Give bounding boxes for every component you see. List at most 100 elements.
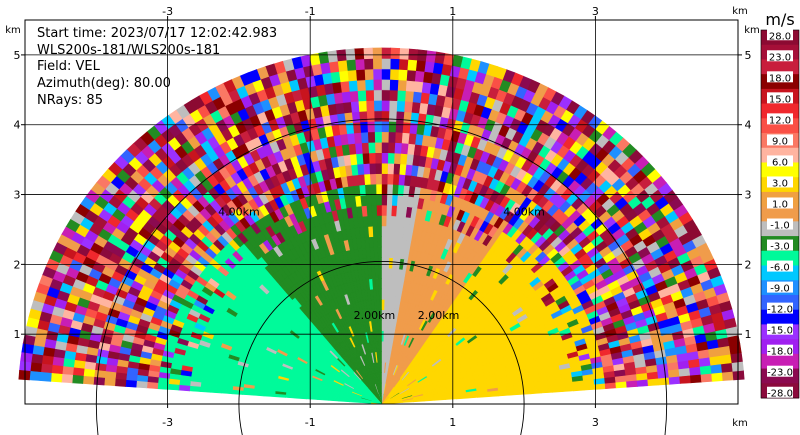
range-gate: [39, 371, 52, 382]
range-gate: [368, 152, 376, 164]
range-gate: [721, 370, 734, 381]
range-gate: [30, 353, 44, 365]
range-gate: [389, 225, 396, 238]
range-gate: [381, 194, 388, 206]
range-gate: [381, 99, 390, 112]
range-gate: [393, 152, 402, 165]
range-gate: [400, 142, 409, 155]
x-tick-label-bottom: -1: [305, 416, 316, 429]
range-gate: [381, 288, 385, 300]
range-gate: [689, 373, 702, 384]
range-gate: [383, 288, 388, 300]
y-tick-label-right: 2: [745, 258, 752, 271]
colorbar-label: -18.0: [767, 347, 793, 358]
range-ring-label: 2.00km: [418, 309, 460, 322]
range-gate: [401, 121, 411, 134]
colorbar-label: 15.0: [769, 94, 791, 105]
range-gate: [392, 163, 401, 175]
range-gate: [365, 89, 375, 102]
range-gate: [699, 364, 712, 375]
y-tick-label-right: 1: [745, 328, 752, 341]
range-gate: [370, 204, 378, 217]
range-gate: [178, 384, 191, 392]
velocity-field: [18, 47, 745, 405]
range-gate: [392, 173, 400, 186]
azimuth-text: Azimuth(deg): 80.00: [37, 76, 171, 91]
range-gate: [385, 225, 391, 237]
range-gate: [386, 183, 394, 196]
start-time-text: Start time: 2023/07/17 12:02:42.983: [37, 26, 278, 41]
range-gate: [346, 69, 357, 82]
range-gate: [700, 372, 713, 383]
y-tick-label-left: 4: [14, 119, 21, 132]
range-gate: [391, 183, 399, 196]
range-gate: [356, 79, 366, 92]
range-gate: [390, 215, 397, 227]
range-gate: [384, 267, 389, 279]
range-gate: [396, 100, 406, 112]
range-gate: [242, 390, 255, 396]
colorbar-label: -28.0: [767, 389, 793, 400]
x-tick-label-top: -3: [162, 5, 173, 18]
range-gate: [720, 362, 734, 373]
range-gate: [411, 101, 421, 114]
range-gate: [375, 183, 382, 195]
range-gate: [381, 120, 390, 133]
range-gate: [374, 152, 382, 164]
range-gate: [381, 47, 391, 59]
range-gate: [373, 110, 382, 122]
range-gate: [401, 132, 410, 144]
y-tick-label-left: 3: [14, 189, 21, 202]
range-gate: [397, 173, 406, 186]
range-gate: [389, 68, 399, 81]
range-gate: [386, 194, 393, 206]
range-gate: [419, 91, 430, 105]
colorbar-label: -23.0: [767, 368, 793, 379]
range-gate: [83, 368, 96, 378]
y-tick-label-right: 5: [745, 49, 752, 62]
x-unit-top: km: [732, 6, 748, 17]
range-gate: [402, 111, 412, 124]
range-gate: [355, 68, 366, 81]
range-gate: [386, 173, 394, 185]
range-gate: [372, 78, 382, 91]
range-gate: [93, 369, 106, 379]
range-gate: [348, 79, 358, 92]
y-tick-label-left: 2: [14, 258, 21, 271]
range-gate: [372, 47, 382, 59]
range-gate: [50, 372, 63, 383]
range-gate: [345, 59, 357, 71]
x-tick-label-top: 1: [449, 5, 456, 18]
range-gate: [376, 215, 382, 227]
range-gate: [354, 58, 365, 71]
range-gate: [389, 47, 401, 60]
range-gate: [391, 194, 398, 206]
range-gate: [403, 100, 413, 113]
range-gate: [381, 110, 390, 122]
range-gate: [103, 377, 116, 387]
range-gate: [369, 183, 377, 196]
range-gate: [388, 110, 397, 122]
range-gate: [61, 373, 74, 384]
range-gate: [657, 376, 670, 386]
range-gate: [375, 194, 382, 206]
range-gate: [20, 352, 33, 364]
range-gate: [381, 183, 388, 195]
x-tick-label-bottom: 1: [449, 416, 456, 429]
range-gate: [125, 379, 137, 388]
range-gate: [362, 163, 371, 175]
range-gate: [357, 89, 367, 102]
range-gate: [414, 70, 425, 83]
range-gate: [73, 359, 86, 370]
range-gate: [157, 382, 169, 390]
field-text: Field: VEL: [37, 59, 100, 74]
range-gate: [231, 389, 244, 395]
range-gate: [82, 375, 95, 385]
colorbar-label: -15.0: [767, 326, 793, 337]
x-tick-label-top: -1: [305, 5, 316, 18]
range-gate: [385, 204, 393, 217]
range-gate: [357, 100, 367, 112]
range-gate: [388, 89, 398, 102]
range-gate: [349, 90, 359, 103]
x-unit-bottom: km: [732, 418, 748, 429]
